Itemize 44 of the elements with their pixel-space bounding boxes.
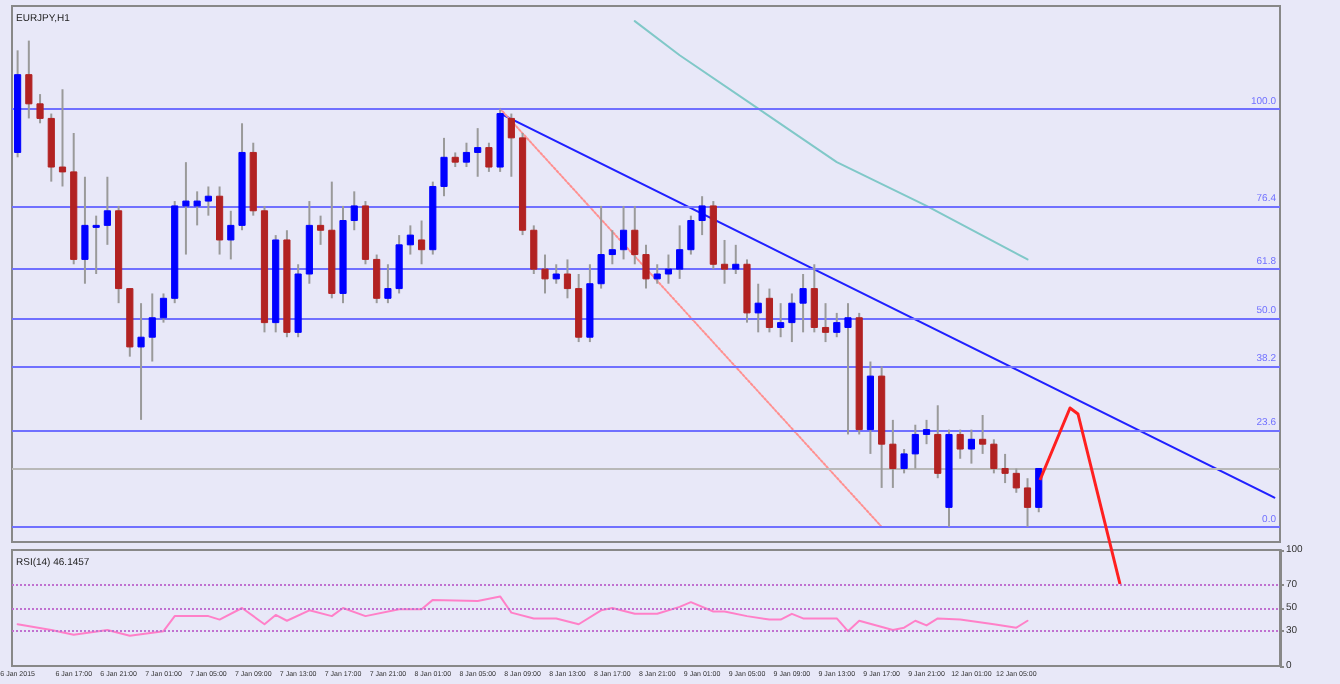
candlestick [754,282,762,334]
candlestick [900,448,908,475]
candlestick [159,292,168,324]
candlestick [844,302,852,436]
candlestick [563,258,572,300]
candlestick [148,292,156,363]
candlestick [833,311,841,339]
candlestick [58,88,67,188]
candlestick [462,141,471,169]
candlestick [732,243,740,275]
candlestick [1012,467,1020,494]
candlestick [676,224,684,280]
candlestick [956,428,964,460]
candlestick [507,112,515,178]
candlestick [911,423,919,470]
candlestick [1023,477,1032,528]
candlestick [922,418,931,446]
candlestick [619,204,628,261]
candlestick [821,302,830,344]
candlestick [934,404,942,480]
candlestick [350,190,358,232]
candlestick [1035,467,1043,514]
candlestick [608,229,616,266]
candlestick [979,414,987,455]
candlestick [103,175,111,246]
candlestick [417,219,426,266]
candlestick [889,418,897,489]
candlestick [967,428,975,465]
candlestick [474,127,482,178]
candlestick [216,185,224,256]
candlestick [406,224,414,256]
candlestick [373,253,381,305]
candlestick [810,263,818,334]
candlestick [777,302,785,339]
candlestick [317,214,325,246]
line-series [16,595,1029,637]
candlestick [765,287,774,334]
candlestick [653,263,661,285]
candlestick [720,238,729,285]
candlestick [552,263,560,285]
candlestick [664,253,673,285]
candlestick [204,185,212,217]
candlestick [485,141,493,173]
candlestick [137,302,145,421]
